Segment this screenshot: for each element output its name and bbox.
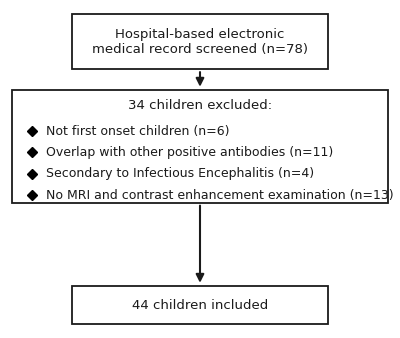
Text: Hospital-based electronic
medical record screened (n=78): Hospital-based electronic medical record… xyxy=(92,28,308,56)
Text: Not first onset children (n=6): Not first onset children (n=6) xyxy=(46,125,230,138)
Bar xyxy=(72,14,328,69)
Text: 44 children included: 44 children included xyxy=(132,298,268,312)
Bar xyxy=(12,90,388,203)
Text: Overlap with other positive antibodies (n=11): Overlap with other positive antibodies (… xyxy=(46,146,333,159)
Text: No MRI and contrast enhancement examination (n=13): No MRI and contrast enhancement examinat… xyxy=(46,189,394,201)
Text: Secondary to Infectious Encephalitis (n=4): Secondary to Infectious Encephalitis (n=… xyxy=(46,167,314,180)
Text: 34 children excluded:: 34 children excluded: xyxy=(128,99,272,112)
Bar xyxy=(72,286,328,324)
